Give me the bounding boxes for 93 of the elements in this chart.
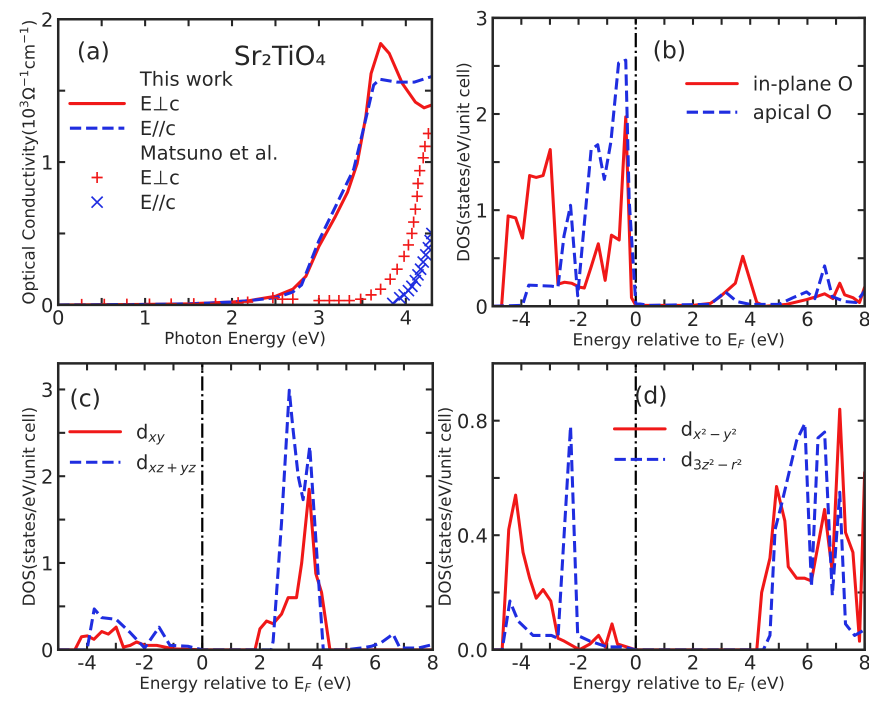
legend-label: E⊥c bbox=[142, 96, 179, 111]
legend-label: E//c bbox=[142, 194, 175, 211]
x-tick-label: 0 bbox=[630, 312, 641, 326]
y-tick-label: 2 bbox=[476, 106, 486, 122]
legend-label: d$_{xy}$ bbox=[137, 424, 165, 445]
point bbox=[416, 256, 430, 268]
point bbox=[419, 248, 432, 262]
x-axis-title: Energy relative to E$_{F}$ (eV) bbox=[574, 332, 784, 349]
x-axis-title: Photon Energy (eV) bbox=[166, 331, 324, 348]
point bbox=[406, 227, 418, 240]
point bbox=[286, 292, 300, 305]
point bbox=[412, 268, 424, 282]
y-tick-label: 1 bbox=[478, 203, 486, 218]
x-tick-label: -4 bbox=[78, 655, 96, 670]
point bbox=[398, 288, 410, 302]
x-tick-label: -2 bbox=[570, 654, 586, 670]
x-tick-label: 2 bbox=[255, 654, 264, 670]
y-tick-label: 3 bbox=[476, 10, 486, 26]
x-tick-label: 4 bbox=[744, 312, 756, 326]
point bbox=[364, 288, 378, 302]
x-tick-label: 0 bbox=[630, 654, 641, 670]
point bbox=[418, 140, 432, 153]
point bbox=[354, 292, 368, 305]
y-tick-label: 2 bbox=[42, 469, 52, 484]
point bbox=[398, 250, 410, 263]
legend-label: apical O bbox=[754, 104, 831, 124]
y-tick-label: 2 bbox=[42, 12, 52, 27]
x-tick-label: -4 bbox=[512, 312, 530, 326]
x-tick-label: 0 bbox=[197, 654, 208, 670]
annotation: (b) bbox=[654, 40, 684, 62]
legend-label: d$_{x²−y²}$ bbox=[682, 420, 736, 442]
y-axis-title: DOS(states/eV/unit cell) bbox=[438, 408, 453, 605]
x-axis-title: Energy relative to E$_{F}$ (eV) bbox=[140, 676, 350, 692]
x-tick-label: 4 bbox=[400, 310, 411, 325]
annotation: Sr₂TiO₄ bbox=[236, 44, 326, 66]
annotation: Matsuno et al. bbox=[142, 144, 276, 160]
x-tick-label: 2 bbox=[688, 312, 698, 326]
x-tick-label: -2 bbox=[136, 654, 152, 670]
point bbox=[402, 284, 415, 297]
y-tick-label: 1 bbox=[43, 556, 52, 570]
point bbox=[407, 216, 420, 228]
point bbox=[412, 177, 424, 190]
y-tick-label: 0 bbox=[42, 298, 52, 313]
y-tick-label: 0.0 bbox=[458, 642, 487, 658]
point bbox=[390, 262, 404, 276]
x-tick-label: -4 bbox=[512, 655, 530, 670]
x-tick-label: -2 bbox=[570, 312, 586, 326]
x-tick-label: 2 bbox=[227, 310, 236, 325]
annotation: (a) bbox=[78, 41, 108, 62]
y-axis-title: Optical Conductivity(10$^{3}$Ω$^{−1}$cm$^{−1}$) bbox=[20, 21, 38, 304]
point bbox=[402, 238, 415, 252]
y-tick-label: 3 bbox=[42, 382, 52, 398]
annotation: (d) bbox=[636, 386, 666, 407]
x-axis-title: Energy relative to E$_{F}$ (eV) bbox=[574, 676, 784, 692]
point bbox=[413, 164, 426, 178]
point bbox=[266, 291, 280, 304]
point bbox=[410, 190, 424, 203]
y-axis-title: DOS(states/eV/unit cell) bbox=[456, 64, 472, 260]
annotation: This work bbox=[140, 70, 233, 86]
legend-label: E//c bbox=[142, 120, 175, 137]
legend-label: d$_{3z²−r²}$ bbox=[682, 451, 742, 470]
point bbox=[408, 202, 422, 216]
y-tick-label: 0 bbox=[42, 642, 52, 658]
x-tick-label: 6 bbox=[802, 312, 812, 326]
legend-label: in-plane O bbox=[754, 76, 852, 94]
y-tick-label: 0 bbox=[476, 299, 487, 314]
x-tick-label: 8 bbox=[428, 654, 438, 670]
point bbox=[393, 291, 406, 304]
x-tick-label: 0 bbox=[53, 310, 64, 325]
legend-label: E⊥c bbox=[142, 170, 179, 185]
y-tick-label: 0.8 bbox=[458, 414, 487, 428]
y-tick-label: 1 bbox=[43, 155, 52, 170]
point bbox=[342, 294, 356, 305]
annotation: (c) bbox=[71, 388, 99, 410]
point bbox=[322, 294, 336, 305]
point bbox=[416, 151, 430, 164]
x-tick-label: 6 bbox=[802, 654, 812, 670]
legend-label: d$_{xz+yz}$ bbox=[137, 454, 196, 476]
point bbox=[408, 274, 422, 287]
point bbox=[312, 294, 326, 305]
point bbox=[332, 294, 346, 305]
point bbox=[384, 272, 397, 286]
point bbox=[406, 280, 418, 293]
point bbox=[414, 262, 427, 276]
x-tick-label: 1 bbox=[141, 310, 150, 325]
point bbox=[374, 282, 388, 296]
y-tick-label: 0.4 bbox=[458, 528, 487, 543]
x-tick-label: 4 bbox=[744, 655, 756, 670]
x-tick-label: 6 bbox=[370, 654, 380, 670]
y-axis-title: DOS(states/eV/unit cell) bbox=[22, 408, 37, 605]
x-tick-label: 4 bbox=[312, 655, 323, 670]
x-tick-label: 3 bbox=[314, 310, 324, 325]
x-tick-label: 2 bbox=[688, 654, 698, 670]
